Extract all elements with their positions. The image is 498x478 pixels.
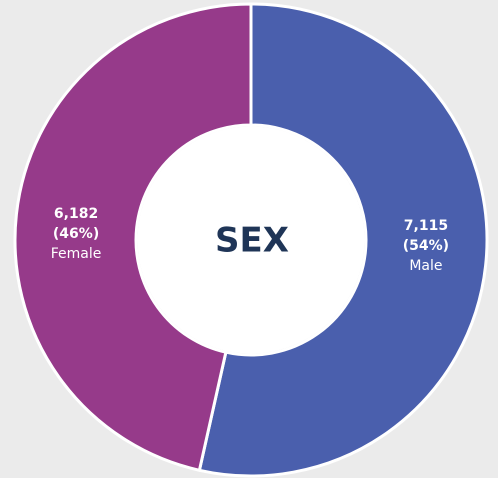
donut-segment bbox=[13, 2, 253, 473]
category-label: Female bbox=[51, 246, 102, 262]
donut-segment bbox=[197, 2, 489, 478]
value-label: 7,115 bbox=[404, 218, 448, 234]
value-label: 6,182 bbox=[54, 206, 98, 222]
donut-hole bbox=[137, 126, 365, 354]
category-label: Male bbox=[409, 258, 442, 274]
chart-title: SEX bbox=[215, 221, 289, 261]
percent-label: (46%) bbox=[53, 226, 99, 242]
percent-label: (54%) bbox=[403, 238, 449, 254]
